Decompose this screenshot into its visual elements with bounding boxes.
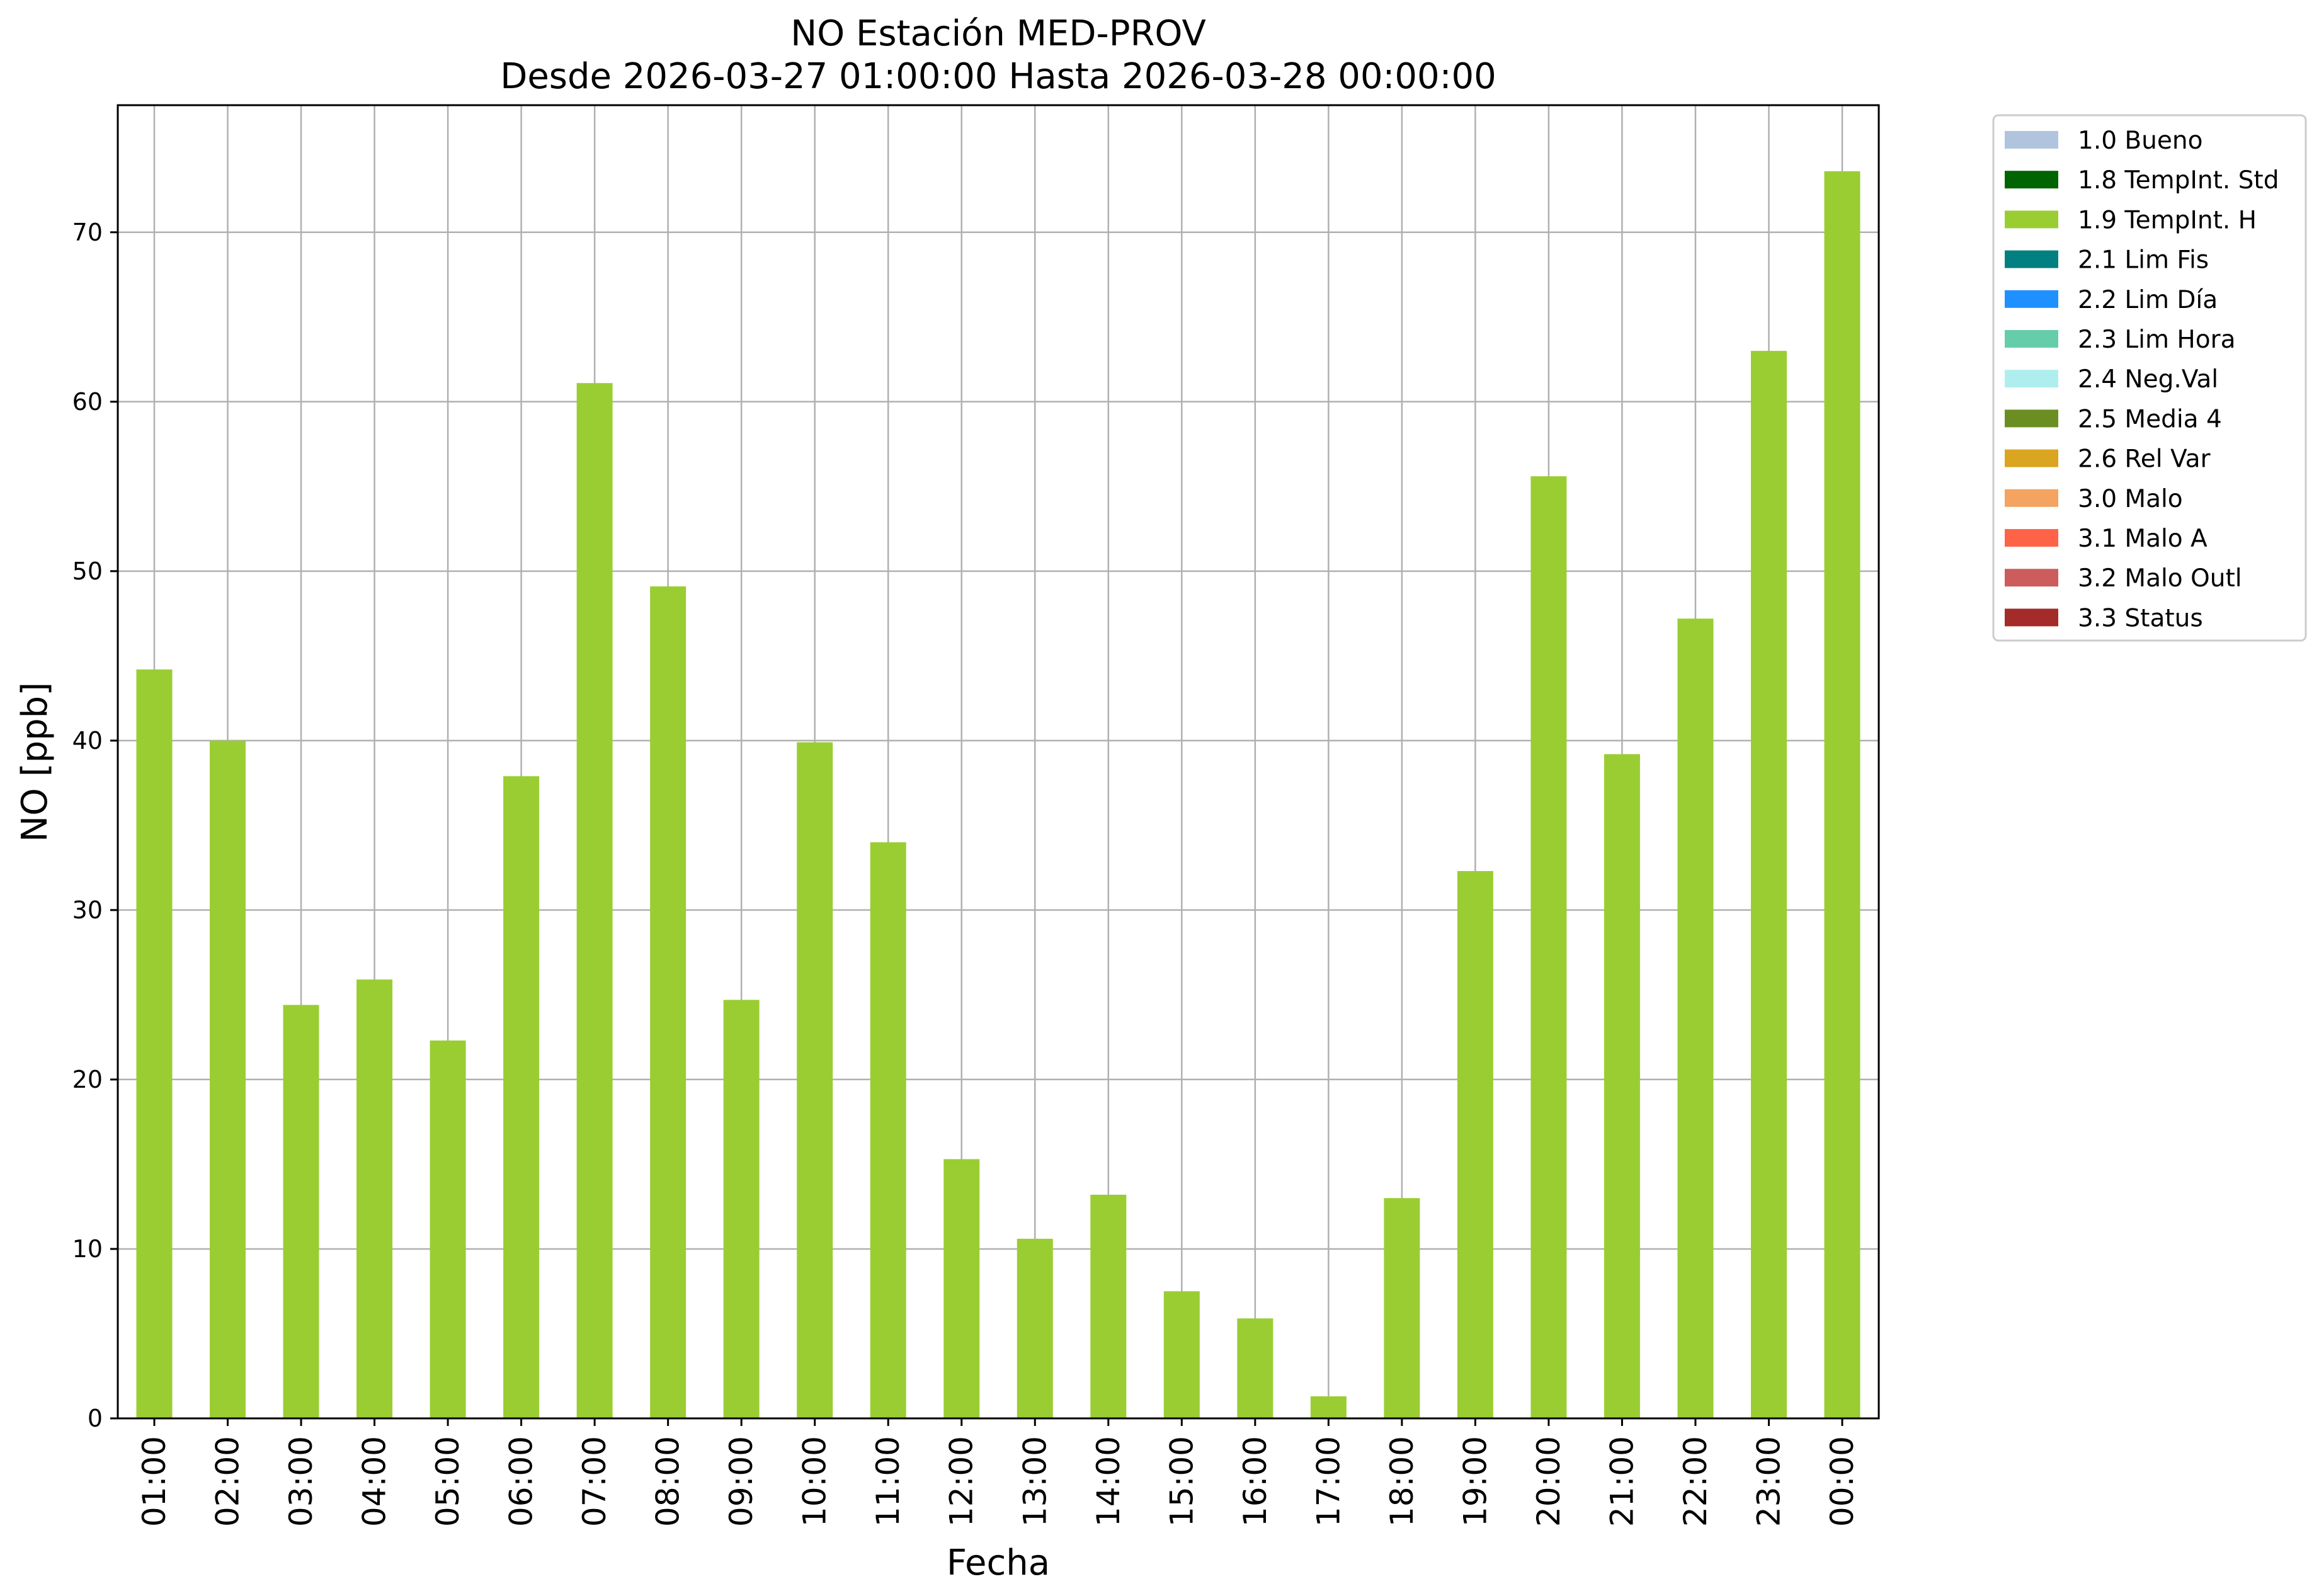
y-tick-label: 30 [72, 896, 103, 924]
x-tick-label: 19:00 [1457, 1436, 1493, 1527]
legend-swatch [2005, 290, 2058, 308]
legend-label: 3.1 Malo A [2078, 525, 2208, 553]
bar [283, 1005, 319, 1418]
bar [430, 1040, 466, 1418]
bar [797, 742, 833, 1418]
x-tick-label: 05:00 [430, 1436, 466, 1527]
y-axis-ticks: 0 10 20 30 40 50 60 70 [72, 219, 118, 1432]
legend-label: 2.3 Lim Hora [2078, 326, 2236, 354]
y-tick-label: 50 [72, 557, 103, 585]
legend-swatch [2005, 330, 2058, 348]
bar [1090, 1194, 1127, 1418]
bar [1457, 871, 1493, 1418]
legend-swatch [2005, 370, 2058, 388]
legend-swatch [2005, 250, 2058, 268]
legend-swatch [2005, 608, 2058, 627]
y-axis-label: NO [ppb] [14, 682, 55, 842]
y-tick-label: 20 [72, 1066, 103, 1093]
x-tick-label: 07:00 [576, 1436, 613, 1527]
bar [870, 842, 906, 1418]
y-tick-label: 40 [72, 727, 103, 755]
x-tick-label: 20:00 [1530, 1436, 1567, 1527]
legend-swatch [2005, 409, 2058, 428]
x-tick-label: 16:00 [1237, 1436, 1273, 1527]
x-tick-label: 00:00 [1824, 1436, 1860, 1527]
x-tick-label: 14:00 [1090, 1436, 1127, 1527]
legend-swatch [2005, 210, 2058, 229]
x-tick-label: 09:00 [723, 1436, 760, 1527]
bar [503, 776, 540, 1418]
legend-label: 3.2 Malo Outl [2078, 564, 2242, 593]
legend-swatch [2005, 131, 2058, 149]
y-tick-label: 0 [88, 1405, 103, 1432]
bar [1017, 1238, 1053, 1418]
legend-frame [1992, 114, 2307, 642]
x-tick-label: 02:00 [210, 1436, 246, 1527]
legend-label: 1.8 TempInt. Std [2078, 166, 2279, 195]
bar [1237, 1318, 1273, 1418]
bar [1677, 618, 1714, 1418]
legend-label: 2.5 Media 4 [2078, 405, 2222, 433]
chart-title-group: NO Estación MED-PROV Desde 2026-03-27 01… [500, 13, 1496, 97]
legend-swatch [2005, 489, 2058, 507]
bar [1604, 754, 1640, 1418]
bar [1384, 1198, 1420, 1418]
legend-items: 1.0 Bueno 1.8 TempInt. Std 1.9 TempInt. H 2… [2005, 127, 2279, 632]
bar [1824, 171, 1860, 1418]
bars [136, 171, 1860, 1418]
x-tick-label: 08:00 [650, 1436, 687, 1527]
plot-area-frame [117, 104, 1880, 1420]
x-tick-label: 04:00 [356, 1436, 393, 1527]
bar [943, 1159, 980, 1418]
x-tick-label: 03:00 [283, 1436, 319, 1527]
legend-swatch [2005, 449, 2058, 467]
chart-subtitle: Desde 2026-03-27 01:00:00 Hasta 2026-03-… [500, 56, 1496, 97]
legend-label: 2.1 Lim Fis [2078, 246, 2209, 275]
legend-label: 1.9 TempInt. H [2078, 206, 2257, 234]
x-axis-label: Fecha [947, 1542, 1050, 1583]
bar [1163, 1291, 1200, 1418]
x-tick-label: 12:00 [943, 1436, 980, 1527]
legend-label: 2.4 Neg.Val [2078, 365, 2218, 394]
chart-title: NO Estación MED-PROV [790, 13, 1206, 54]
x-tick-label: 06:00 [503, 1436, 540, 1527]
x-axis-ticks: 01:00 02:00 03:00 04:00 05:00 06:00 07:00 08:00… [136, 1418, 1860, 1527]
x-tick-label: 15:00 [1163, 1436, 1200, 1527]
legend-label: 2.6 Rel Var [2078, 445, 2211, 474]
bar [1530, 476, 1567, 1418]
legend-label: 1.0 Bueno [2078, 127, 2202, 155]
bar [723, 1000, 760, 1418]
x-tick-label: 13:00 [1017, 1436, 1053, 1527]
bar [356, 979, 393, 1418]
y-tick-label: 60 [72, 388, 103, 416]
legend-label: 3.0 Malo [2078, 485, 2183, 513]
y-tick-label: 10 [72, 1235, 103, 1263]
legend: 1.0 Bueno 1.8 TempInt. Std 1.9 TempInt. H 2… [1992, 114, 2307, 642]
bar [136, 669, 173, 1418]
x-tick-label: 22:00 [1677, 1436, 1714, 1527]
x-tick-label: 01:00 [136, 1436, 173, 1527]
x-tick-label: 10:00 [797, 1436, 833, 1527]
bar [1310, 1396, 1347, 1418]
legend-swatch [2005, 569, 2058, 587]
x-tick-label: 23:00 [1750, 1436, 1787, 1527]
legend-label: 3.3 Status [2078, 604, 2203, 632]
x-tick-label: 11:00 [870, 1436, 906, 1527]
legend-swatch [2005, 171, 2058, 189]
x-tick-label: 18:00 [1384, 1436, 1420, 1527]
x-tick-label: 21:00 [1604, 1436, 1640, 1527]
x-tick-label: 17:00 [1310, 1436, 1347, 1527]
bar [210, 740, 246, 1418]
legend-swatch [2005, 529, 2058, 547]
bar [650, 586, 687, 1418]
y-tick-label: 70 [72, 219, 103, 246]
bar [576, 383, 613, 1418]
bar [1750, 351, 1787, 1418]
legend-label: 2.2 Lim Día [2078, 286, 2218, 314]
